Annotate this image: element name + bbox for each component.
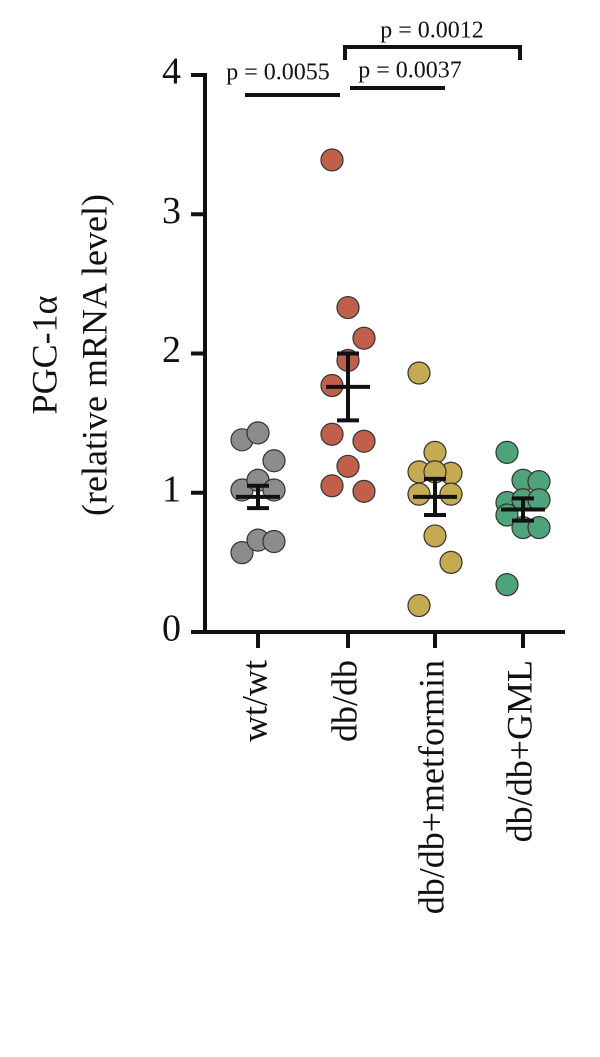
data-point	[320, 422, 344, 446]
data-point	[336, 454, 360, 478]
data-point	[352, 479, 376, 503]
data-point	[230, 541, 254, 565]
x-tick-label: db/db+GML	[499, 660, 539, 842]
x-tick-label: db/db	[324, 660, 364, 742]
data-point	[423, 440, 447, 464]
data-point	[246, 421, 270, 445]
x-tick-label: db/db+metformin	[411, 660, 451, 914]
data-point	[336, 295, 360, 320]
data-point	[262, 449, 286, 473]
data-point	[352, 326, 376, 350]
x-tick-label: wt/wt	[234, 660, 274, 742]
p-value-label: p = 0.0037	[358, 58, 462, 84]
y-tick-label: 2	[162, 329, 181, 371]
data-point	[320, 148, 344, 172]
data-point	[495, 573, 519, 597]
y-tick-label: 3	[162, 190, 181, 232]
p-value-label: p = 0.0055	[226, 60, 330, 86]
y-tick-label: 4	[162, 51, 181, 93]
data-point	[495, 440, 519, 464]
y-tick-label: 0	[162, 608, 181, 650]
data-point	[262, 529, 286, 554]
data-point	[320, 474, 344, 498]
data-point	[407, 482, 431, 506]
data-point	[439, 482, 463, 506]
y-axis-label: PGC-1α	[24, 295, 64, 414]
data-point	[352, 429, 376, 453]
p-value-label: p = 0.0012	[380, 18, 484, 44]
data-point	[407, 593, 431, 618]
y-axis-label: (relative mRNA level)	[74, 194, 114, 516]
y-tick-label: 1	[162, 468, 181, 510]
data-point	[423, 524, 447, 548]
data-point	[439, 550, 463, 574]
data-point	[407, 361, 431, 385]
